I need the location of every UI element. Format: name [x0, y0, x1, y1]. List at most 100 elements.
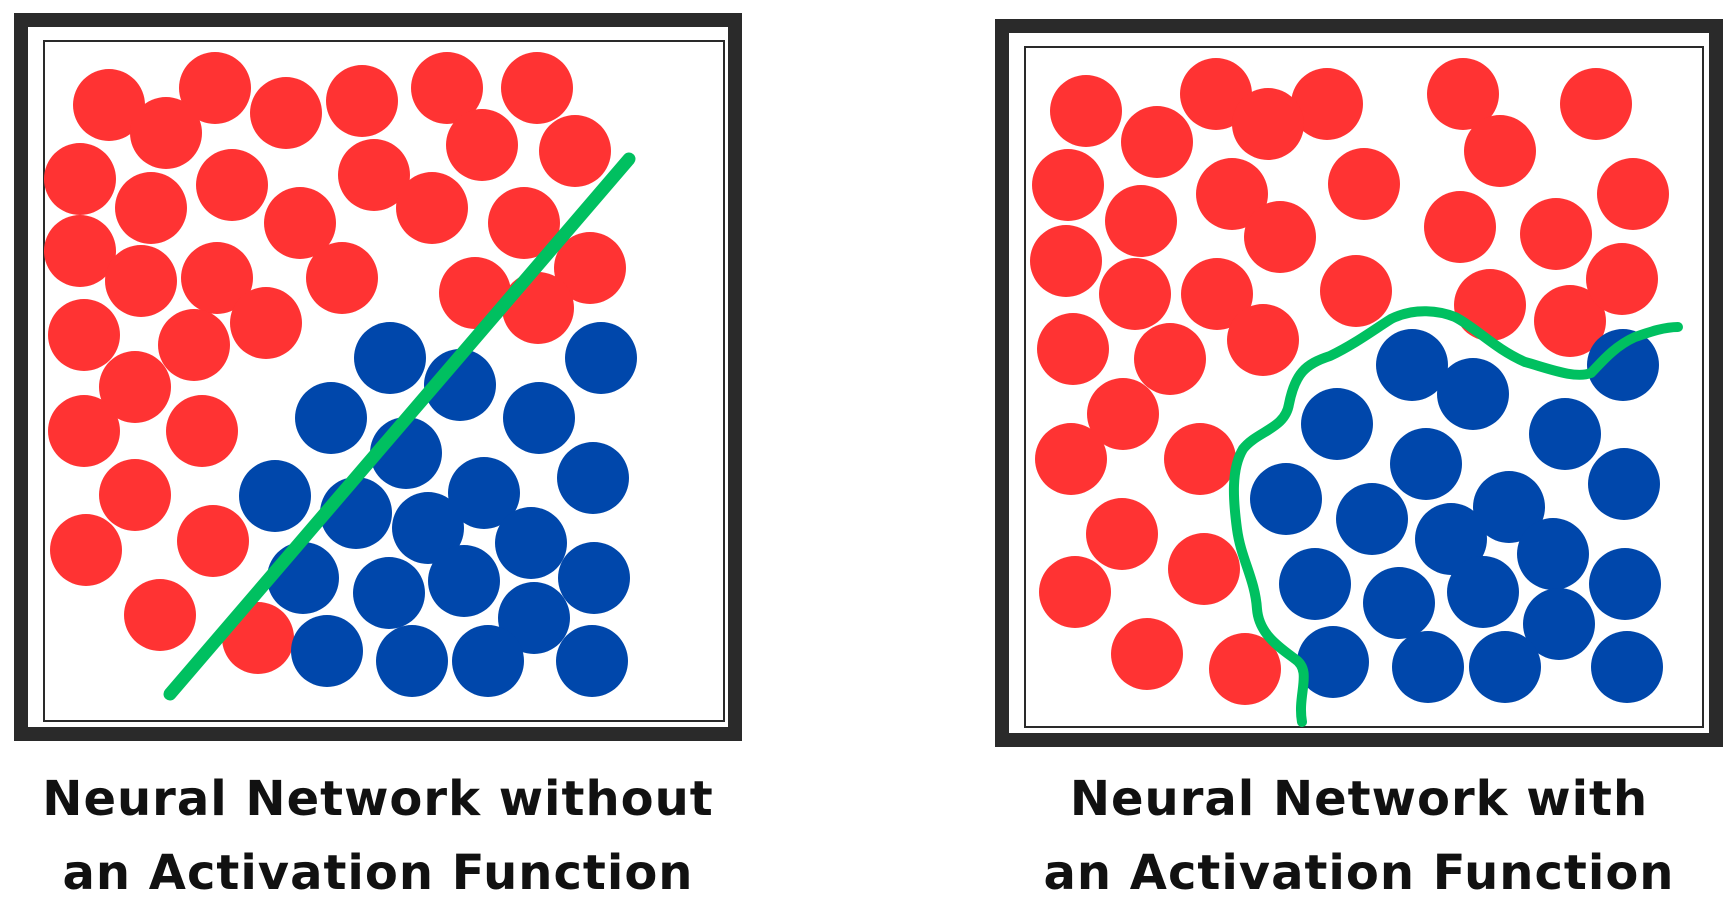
blue-dots	[1250, 329, 1663, 703]
red-dot	[1111, 618, 1183, 690]
red-dot	[1030, 225, 1102, 297]
blue-dot	[295, 382, 367, 454]
red-dot	[124, 579, 196, 651]
red-dot	[1454, 269, 1526, 341]
blue-dot	[448, 457, 520, 529]
blue-dot	[1589, 548, 1661, 620]
red-dot	[1087, 378, 1159, 450]
red-dot	[1209, 633, 1281, 705]
blue-dot	[495, 507, 567, 579]
red-dot	[1099, 258, 1171, 330]
red-dot	[1560, 68, 1632, 140]
blue-dot	[1250, 463, 1322, 535]
red-dot	[411, 52, 483, 124]
red-dot	[306, 242, 378, 314]
blue-dot	[1447, 556, 1519, 628]
blue-dot	[1301, 388, 1373, 460]
blue-dot	[1376, 329, 1448, 401]
blue-dots	[239, 322, 637, 697]
red-dot	[1534, 285, 1606, 357]
red-dot	[1105, 185, 1177, 257]
red-dot	[1086, 498, 1158, 570]
scatter-with-activation	[995, 19, 1723, 747]
red-dot	[1032, 149, 1104, 221]
blue-dot	[556, 625, 628, 697]
blue-dot	[239, 460, 311, 532]
blue-dot	[498, 582, 570, 654]
red-dot	[1121, 106, 1193, 178]
red-dot	[73, 69, 145, 141]
blue-dot	[557, 442, 629, 514]
blue-dot	[558, 542, 630, 614]
red-dot	[1520, 198, 1592, 270]
blue-dot	[1591, 631, 1663, 703]
red-dot	[130, 97, 202, 169]
red-dot	[326, 65, 398, 137]
blue-dot	[1336, 483, 1408, 555]
red-dot	[539, 115, 611, 187]
panel-with-activation	[995, 19, 1723, 747]
scatter-without-activation	[14, 13, 742, 741]
blue-dot	[376, 625, 448, 697]
red-dot	[1464, 115, 1536, 187]
blue-dot	[1297, 626, 1369, 698]
red-dot	[1035, 423, 1107, 495]
blue-dot	[1392, 631, 1464, 703]
red-dot	[338, 139, 410, 211]
red-dot	[554, 232, 626, 304]
red-dot	[1586, 243, 1658, 315]
red-dot	[1291, 68, 1363, 140]
blue-dot	[1523, 588, 1595, 660]
blue-dot	[1390, 428, 1462, 500]
red-dot	[250, 77, 322, 149]
caption-with-activation: Neural Network with an Activation Functi…	[995, 762, 1723, 910]
red-dot	[1244, 201, 1316, 273]
blue-dot	[354, 322, 426, 394]
red-dot	[181, 242, 253, 314]
panel-without-activation	[14, 13, 742, 741]
blue-dot	[1473, 471, 1545, 543]
blue-dot	[1517, 518, 1589, 590]
red-dot	[1227, 304, 1299, 376]
blue-dot	[1469, 631, 1541, 703]
red-dot	[1164, 423, 1236, 495]
blue-dot	[1588, 448, 1660, 520]
red-dot	[396, 172, 468, 244]
red-dot	[177, 505, 249, 577]
red-dot	[1328, 148, 1400, 220]
red-dots	[44, 52, 626, 674]
blue-dot	[1529, 398, 1601, 470]
red-dot	[166, 395, 238, 467]
red-dot	[446, 109, 518, 181]
red-dot	[99, 459, 171, 531]
nonlinear-boundary-curve	[1228, 306, 1683, 727]
red-dot	[1180, 58, 1252, 130]
red-dot	[105, 245, 177, 317]
red-dot	[1039, 556, 1111, 628]
caption-line-2: an Activation Function	[1043, 845, 1675, 901]
blue-dot	[1363, 567, 1435, 639]
red-dot	[1196, 158, 1268, 230]
red-dot	[158, 309, 230, 381]
red-dot	[50, 514, 122, 586]
linear-boundary-line	[163, 152, 636, 701]
red-dot	[502, 272, 574, 344]
red-dot	[1181, 258, 1253, 330]
blue-dot	[392, 492, 464, 564]
red-dot	[1037, 313, 1109, 385]
red-dot	[1134, 323, 1206, 395]
red-dot	[501, 52, 573, 124]
red-dot	[44, 143, 116, 215]
red-dot	[48, 395, 120, 467]
caption-without-activation: Neural Network without an Activation Fun…	[14, 762, 742, 910]
red-dot	[115, 172, 187, 244]
red-dot	[196, 149, 268, 221]
red-dots	[1030, 58, 1669, 705]
red-dot	[48, 299, 120, 371]
blue-dot	[353, 557, 425, 629]
caption-line-1: Neural Network with	[1069, 771, 1649, 827]
red-dot	[488, 187, 560, 259]
red-dot	[1168, 533, 1240, 605]
caption-line-1: Neural Network without	[42, 771, 714, 827]
inner-border	[1024, 46, 1704, 728]
